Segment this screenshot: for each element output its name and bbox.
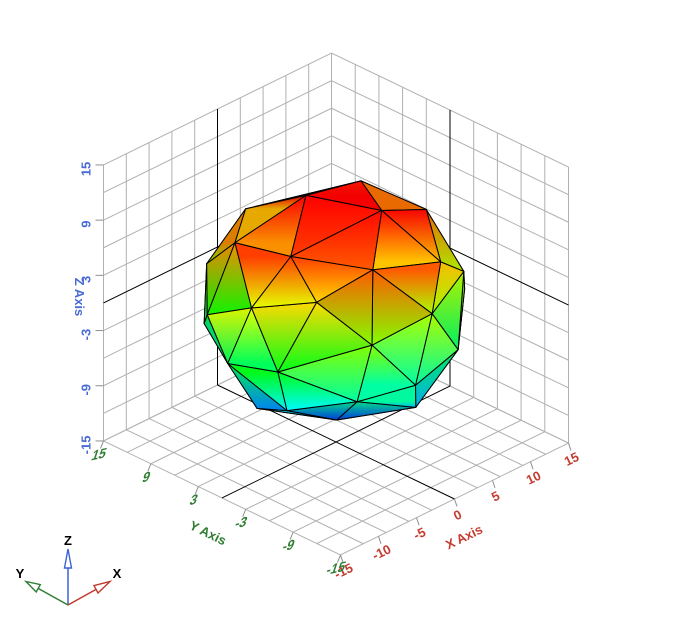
- triad-x-arrowhead-icon: [92, 580, 113, 595]
- triad-z-arrowhead-icon: [63, 548, 73, 569]
- sphere-mesh: [203, 180, 466, 421]
- x-tick-label: -5: [411, 524, 428, 543]
- triad-y-arrowhead-icon: [23, 580, 42, 594]
- z-tick-label: -15: [79, 436, 94, 455]
- z-tick-label: 3: [79, 276, 94, 283]
- x-tick-mark: [416, 517, 420, 526]
- axis-tick-marks: [95, 164, 572, 563]
- z-axis-title: Z Axis: [72, 278, 87, 317]
- x-tick-label: 15: [562, 449, 582, 469]
- y-tick-mark: [194, 486, 199, 495]
- z-tick-label: 9: [79, 221, 94, 228]
- triad-z-label: Z: [64, 533, 72, 548]
- x-tick-label: -10: [370, 541, 393, 563]
- x-tick-mark: [492, 480, 496, 489]
- y-tick-mark: [100, 440, 104, 449]
- y-tick-label: -9: [280, 536, 297, 555]
- x-tick-label: 0: [451, 507, 464, 524]
- x-tick-mark: [454, 498, 458, 507]
- x-tick-mark: [340, 554, 344, 563]
- triad-y-label: Y: [16, 566, 25, 581]
- x-tick-label: 5: [489, 488, 502, 505]
- triad-x-label: X: [113, 566, 122, 581]
- y-tick-mark: [242, 509, 247, 518]
- y-tick-label: 3: [188, 491, 201, 509]
- mesh-triangle: [316, 269, 374, 346]
- y-tick-mark: [289, 531, 294, 540]
- y-tick-label: 9: [140, 468, 153, 486]
- y-axis-title: Y Axis: [187, 518, 229, 549]
- x-tick-mark: [378, 536, 382, 544]
- x-tick-mark: [530, 461, 534, 470]
- y-tick-label: -3: [233, 513, 250, 532]
- x-tick-label: -15: [332, 560, 355, 582]
- x-tick-mark: [568, 442, 572, 451]
- x-axis-title: X Axis: [443, 522, 485, 553]
- triad-y-arrow-line: [32, 584, 69, 606]
- orientation-marker: X Y Z: [16, 533, 122, 606]
- y-tick-label: 15: [89, 444, 109, 463]
- y-tick-mark: [337, 554, 341, 563]
- x-tick-label: 10: [524, 468, 544, 488]
- y-tick-mark: [147, 463, 152, 472]
- y-tick-label: -15: [324, 558, 348, 578]
- z-tick-label: -9: [79, 384, 94, 396]
- z-tick-label: -3: [79, 329, 94, 341]
- z-tick-label: 15: [79, 162, 94, 176]
